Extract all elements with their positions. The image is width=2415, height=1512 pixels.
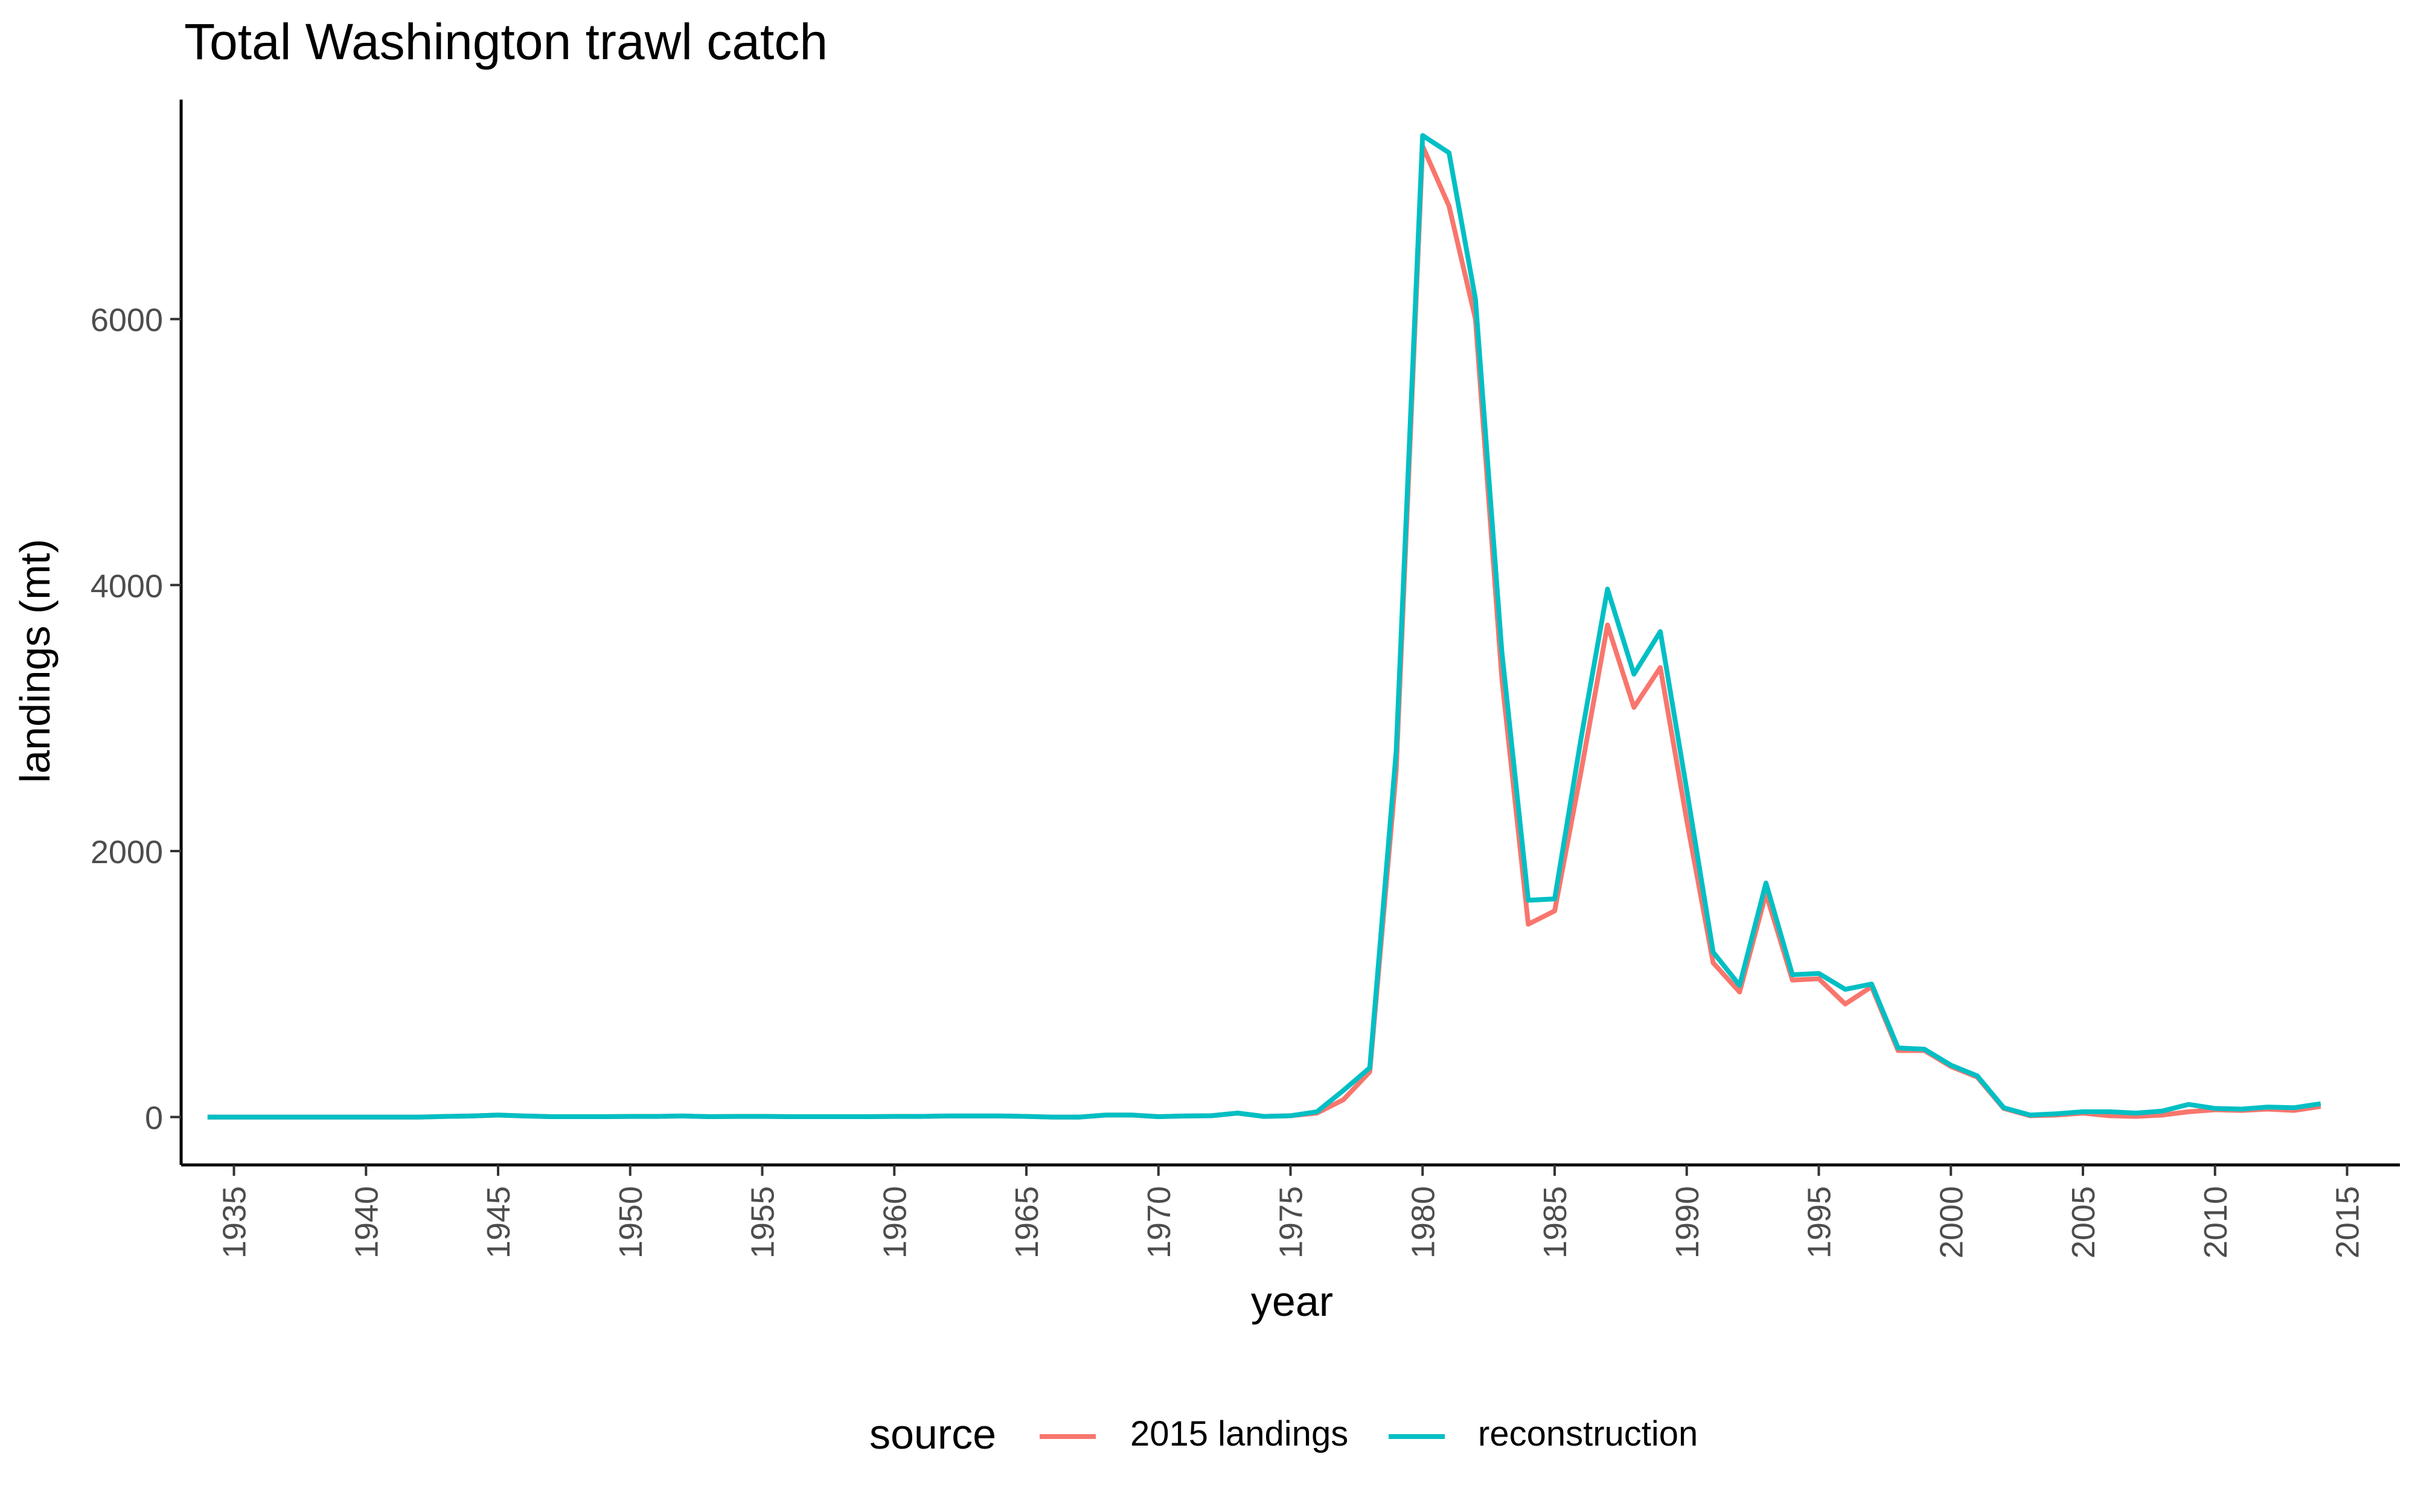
x-tick-label: 1960 [877,1186,913,1258]
x-axis-label: year [1251,1278,1333,1325]
x-tick-label: 1950 [613,1186,649,1258]
chart-title: Total Washington trawl catch [184,13,828,70]
x-tick-label: 1985 [1537,1186,1573,1258]
legend-label-2015-landings: 2015 landings [1130,1414,1348,1453]
y-axis-label: landings (mt) [11,539,59,783]
x-tick-label: 1970 [1141,1186,1177,1258]
x-tick-label: 1945 [481,1186,517,1258]
y-tick-label: 0 [145,1100,163,1137]
x-tick-label: 1990 [1669,1186,1706,1258]
legend-label-reconstruction: reconstruction [1478,1414,1698,1453]
x-tick-label: 2000 [1933,1186,1969,1258]
legend-title: source [869,1411,996,1458]
y-tick-label: 6000 [91,302,163,339]
x-tick-label: 1975 [1273,1186,1310,1258]
x-tick-label: 1995 [1802,1186,1838,1258]
plot-area: 0 2000 4000 6000 1935 1940 1945 1950 1955 1960 196… [91,100,2400,1258]
x-tick-label: 2015 [2330,1186,2366,1258]
x-tick-label: 1965 [1009,1186,1045,1258]
x-tick-label: 1940 [348,1186,385,1258]
legend: source 2015 landings reconstruction [869,1411,1698,1458]
series-line-2015-landings [207,144,2321,1120]
x-tick-label: 2010 [2198,1186,2234,1258]
x-tick-label: 1955 [745,1186,781,1258]
x-tick-label: 2005 [2065,1186,2102,1258]
y-tick-label: 4000 [91,568,163,604]
series-line-reconstruction [207,133,2321,1120]
x-tick-label: 1935 [217,1186,253,1258]
y-tick-label: 2000 [91,834,163,870]
x-tick-label: 1980 [1405,1186,1441,1258]
